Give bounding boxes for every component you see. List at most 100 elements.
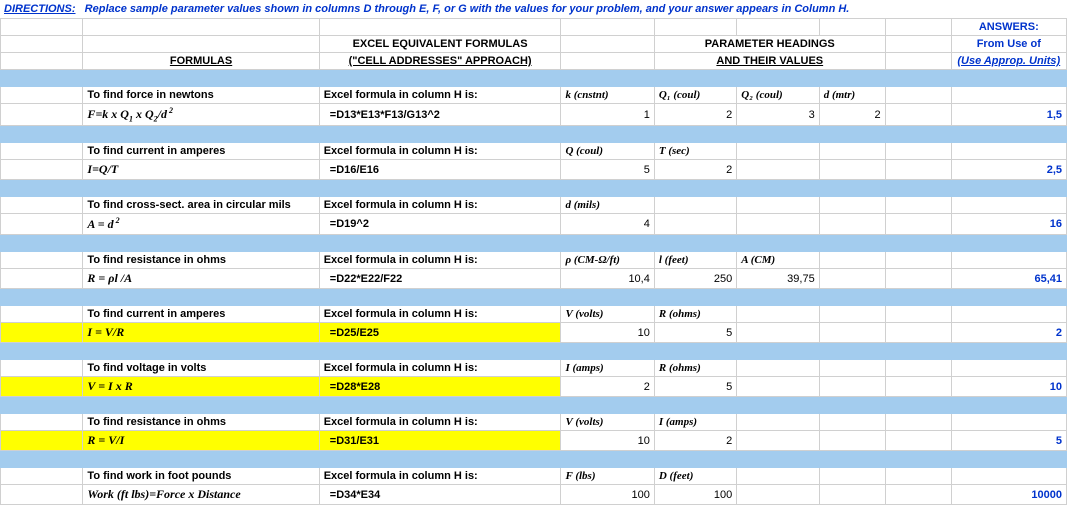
formula-value-row: F=k x Q1 x Q2/d 2 =D13*E13*F13/G13^21232… bbox=[1, 104, 1067, 126]
param-value[interactable]: 2 bbox=[819, 104, 885, 126]
param-value[interactable] bbox=[819, 377, 885, 397]
formula-title: To find current in amperes bbox=[83, 306, 319, 323]
formula-title: To find voltage in volts bbox=[83, 360, 319, 377]
formula-expression: V = I x R bbox=[83, 377, 319, 397]
formula-value-row: R = V/I =D31/E311025 bbox=[1, 431, 1067, 451]
excel-label: Excel formula in column H is: bbox=[319, 197, 561, 214]
excel-formula: =D16/E16 bbox=[319, 160, 561, 180]
excel-formula: =D34*E34 bbox=[319, 485, 561, 505]
param-header bbox=[737, 414, 819, 431]
param-value[interactable]: 10,4 bbox=[561, 269, 654, 289]
formula-title-row: To find voltage in voltsExcel formula in… bbox=[1, 360, 1067, 377]
param-header bbox=[819, 414, 885, 431]
answer-value: 2 bbox=[951, 323, 1066, 343]
param-value[interactable]: 1 bbox=[561, 104, 654, 126]
directions-text: Replace sample parameter values shown in… bbox=[85, 3, 850, 15]
param-header: V (volts) bbox=[561, 414, 654, 431]
param-value[interactable] bbox=[737, 377, 819, 397]
param-value[interactable] bbox=[654, 214, 736, 235]
param-value[interactable] bbox=[737, 431, 819, 451]
formula-expression: Work (ft lbs)=Force x Distance bbox=[83, 485, 319, 505]
formula-value-row: R = ρl /A =D22*E22/F2210,425039,7565,41 bbox=[1, 269, 1067, 289]
param-value[interactable]: 39,75 bbox=[737, 269, 819, 289]
param-header bbox=[654, 197, 736, 214]
param-header: Q₁ (coul) bbox=[654, 87, 736, 104]
param-header: Q₂ (coul) bbox=[737, 87, 819, 104]
param-value[interactable] bbox=[737, 323, 819, 343]
param-value[interactable]: 4 bbox=[561, 214, 654, 235]
param-value[interactable]: 10 bbox=[561, 323, 654, 343]
formula-value-row: I = V/R =D25/E251052 bbox=[1, 323, 1067, 343]
param-value[interactable]: 10 bbox=[561, 431, 654, 451]
excel-header-2: ("CELL ADDRESSES" APPROACH) bbox=[319, 53, 561, 70]
param-value[interactable] bbox=[819, 431, 885, 451]
param-value[interactable]: 2 bbox=[654, 431, 736, 451]
param-value[interactable]: 250 bbox=[654, 269, 736, 289]
excel-label: Excel formula in column H is: bbox=[319, 414, 561, 431]
param-header: k (cnstnt) bbox=[561, 87, 654, 104]
formula-table: ANSWERS: EXCEL EQUIVALENT FORMULAS PARAM… bbox=[0, 18, 1067, 505]
formula-title-row: To find work in foot poundsExcel formula… bbox=[1, 468, 1067, 485]
param-header: V (volts) bbox=[561, 306, 654, 323]
param-value[interactable]: 5 bbox=[654, 377, 736, 397]
param-value[interactable] bbox=[819, 214, 885, 235]
formula-expression: R = ρl /A bbox=[83, 269, 319, 289]
excel-header-1: EXCEL EQUIVALENT FORMULAS bbox=[319, 36, 561, 53]
param-value[interactable]: 5 bbox=[654, 323, 736, 343]
param-value[interactable] bbox=[819, 160, 885, 180]
formula-value-row: A = d 2 =D19^2416 bbox=[1, 214, 1067, 235]
formula-expression: R = V/I bbox=[83, 431, 319, 451]
param-header: A (CM) bbox=[737, 252, 819, 269]
formula-title-row: To find current in amperesExcel formula … bbox=[1, 143, 1067, 160]
formula-expression: F=k x Q1 x Q2/d 2 bbox=[83, 104, 319, 126]
param-header: R (ohms) bbox=[654, 306, 736, 323]
param-value[interactable]: 100 bbox=[654, 485, 736, 505]
param-value[interactable] bbox=[737, 160, 819, 180]
answers-header-2: From Use of bbox=[951, 36, 1066, 53]
param-value[interactable]: 100 bbox=[561, 485, 654, 505]
formula-title-row: To find resistance in ohmsExcel formula … bbox=[1, 414, 1067, 431]
param-value[interactable]: 2 bbox=[654, 104, 736, 126]
param-value[interactable] bbox=[819, 323, 885, 343]
formula-title-row: To find force in newtonsExcel formula in… bbox=[1, 87, 1067, 104]
answers-header-1: ANSWERS: bbox=[951, 19, 1066, 36]
formula-title-row: To find current in amperesExcel formula … bbox=[1, 306, 1067, 323]
param-value[interactable]: 2 bbox=[654, 160, 736, 180]
excel-formula: =D25/E25 bbox=[319, 323, 561, 343]
separator-row bbox=[1, 451, 1067, 468]
param-header: l (feet) bbox=[654, 252, 736, 269]
answer-value: 10 bbox=[951, 377, 1066, 397]
directions-label: DIRECTIONS: bbox=[4, 3, 76, 15]
separator-row bbox=[1, 235, 1067, 252]
excel-label: Excel formula in column H is: bbox=[319, 143, 561, 160]
excel-label: Excel formula in column H is: bbox=[319, 87, 561, 104]
param-header: I (amps) bbox=[654, 414, 736, 431]
param-header bbox=[819, 306, 885, 323]
param-value[interactable]: 2 bbox=[561, 377, 654, 397]
param-header bbox=[737, 306, 819, 323]
answer-value: 1,5 bbox=[951, 104, 1066, 126]
formula-value-row: V = I x R =D28*E282510 bbox=[1, 377, 1067, 397]
separator-row bbox=[1, 289, 1067, 306]
formula-title-row: To find resistance in ohmsExcel formula … bbox=[1, 252, 1067, 269]
param-header: F (lbs) bbox=[561, 468, 654, 485]
param-header bbox=[819, 197, 885, 214]
param-value[interactable] bbox=[737, 485, 819, 505]
formula-value-row: Work (ft lbs)=Force x Distance =D34*E341… bbox=[1, 485, 1067, 505]
param-value[interactable]: 5 bbox=[561, 160, 654, 180]
formula-value-row: I=Q/T =D16/E16522,5 bbox=[1, 160, 1067, 180]
param-header bbox=[819, 468, 885, 485]
answer-value: 65,41 bbox=[951, 269, 1066, 289]
param-value[interactable] bbox=[819, 485, 885, 505]
separator-row bbox=[1, 397, 1067, 414]
param-header: T (sec) bbox=[654, 143, 736, 160]
param-value[interactable] bbox=[819, 269, 885, 289]
param-value[interactable]: 3 bbox=[737, 104, 819, 126]
separator-row bbox=[1, 180, 1067, 197]
formula-title: To find work in foot pounds bbox=[83, 468, 319, 485]
separator-row bbox=[1, 70, 1067, 87]
formula-title-row: To find cross-sect. area in circular mil… bbox=[1, 197, 1067, 214]
directions-bar: DIRECTIONS: Replace sample parameter val… bbox=[0, 0, 1067, 18]
param-value[interactable] bbox=[737, 214, 819, 235]
excel-label: Excel formula in column H is: bbox=[319, 306, 561, 323]
